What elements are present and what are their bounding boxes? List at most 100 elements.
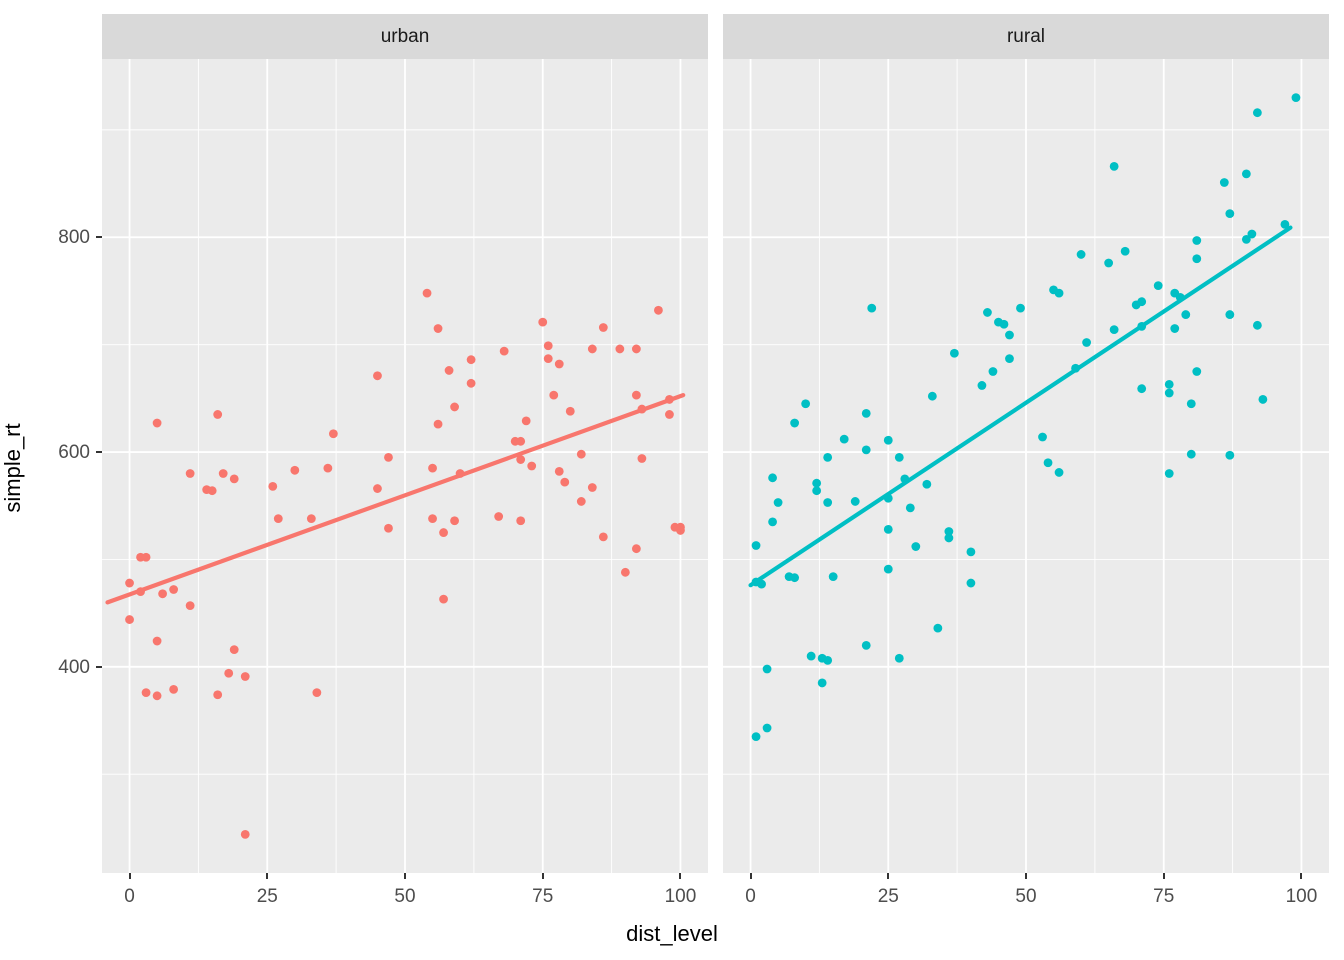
- data-point: [905, 503, 915, 513]
- y-tick-label: 800: [58, 227, 90, 249]
- data-point: [1120, 246, 1130, 256]
- data-point: [922, 479, 932, 489]
- x-tick-label: 0: [745, 886, 756, 907]
- data-point: [988, 367, 998, 376]
- data-point: [823, 498, 833, 507]
- data-point: [631, 390, 641, 400]
- panel-plot-urban: [102, 59, 708, 873]
- data-point: [1038, 432, 1047, 442]
- data-point: [790, 418, 800, 428]
- data-point: [1109, 325, 1119, 335]
- data-point: [169, 585, 179, 594]
- facet-rural: rural: [723, 14, 1329, 873]
- data-point: [323, 463, 333, 473]
- x-tick-label: 50: [1015, 886, 1037, 907]
- x-tick-mark: [266, 873, 269, 879]
- data-point: [823, 453, 833, 462]
- data-point: [1181, 310, 1191, 319]
- x-tick-label: 0: [124, 886, 135, 907]
- data-point: [817, 678, 827, 688]
- data-point: [422, 288, 432, 298]
- data-point: [384, 453, 393, 462]
- data-point: [384, 523, 393, 533]
- data-point: [1104, 258, 1114, 268]
- facet-strip-urban: urban: [102, 14, 708, 59]
- data-point: [1192, 254, 1202, 264]
- data-point: [240, 829, 250, 839]
- data-point: [1164, 469, 1174, 478]
- x-tick-mark: [1300, 873, 1303, 879]
- data-point: [240, 672, 250, 681]
- data-point: [751, 732, 761, 742]
- data-point: [1280, 219, 1290, 229]
- data-point: [213, 690, 223, 700]
- y-tick-mark: [96, 665, 102, 668]
- data-point: [576, 497, 586, 506]
- x-axis-title: dist_level: [626, 921, 718, 946]
- data-point: [861, 445, 871, 455]
- facet-strip-label: rural: [1006, 25, 1045, 47]
- data-point: [1164, 379, 1174, 389]
- trend-line: [748, 225, 1293, 588]
- data-point: [439, 594, 448, 604]
- y-tick-label: 600: [58, 442, 90, 464]
- data-point: [185, 601, 195, 611]
- data-point: [1153, 281, 1163, 290]
- x-tick-mark: [1025, 873, 1027, 879]
- trend-line: [105, 393, 686, 605]
- data-point: [224, 668, 234, 678]
- data-point: [1291, 93, 1301, 103]
- x-tick-mark: [749, 873, 752, 879]
- facet-urban: urban: [102, 14, 708, 873]
- data-point: [373, 484, 382, 493]
- data-point: [1241, 169, 1251, 179]
- data-point: [1054, 468, 1064, 477]
- data-point: [751, 541, 761, 550]
- data-point: [762, 664, 772, 674]
- data-point: [554, 466, 564, 476]
- data-point: [1258, 395, 1268, 404]
- data-point: [1186, 399, 1196, 409]
- x-tick-label: 100: [1285, 886, 1318, 907]
- data-point: [516, 455, 526, 464]
- y-tick-mark: [96, 236, 102, 239]
- data-point: [1054, 288, 1064, 298]
- panel-plot-rural: [723, 59, 1329, 873]
- data-point: [576, 449, 586, 459]
- data-point: [1192, 236, 1202, 245]
- data-point: [620, 567, 630, 577]
- data-point: [839, 434, 849, 444]
- x-tick-label: 50: [394, 886, 416, 907]
- data-point: [966, 578, 976, 588]
- data-point: [1225, 209, 1235, 219]
- data-point: [229, 645, 239, 655]
- data-point: [207, 486, 217, 496]
- data-point: [801, 399, 811, 409]
- data-point: [1219, 178, 1229, 187]
- data-point: [883, 524, 893, 534]
- data-point: [158, 589, 167, 599]
- data-point: [312, 688, 322, 697]
- data-point: [1186, 449, 1196, 459]
- data-point: [631, 344, 641, 354]
- data-point: [141, 688, 151, 697]
- data-point: [152, 418, 162, 428]
- x-tick-label: 100: [664, 886, 697, 907]
- data-point: [527, 461, 537, 471]
- data-point: [637, 454, 647, 463]
- data-point: [911, 542, 921, 551]
- data-point: [273, 514, 283, 524]
- x-tick-label: 25: [256, 886, 278, 907]
- data-point: [587, 483, 597, 492]
- data-point: [631, 544, 641, 554]
- data-point: [1164, 388, 1174, 398]
- data-point: [1016, 303, 1025, 313]
- data-point: [812, 478, 822, 488]
- data-point: [1252, 320, 1262, 330]
- data-point: [966, 547, 976, 557]
- y-tick-label: 400: [58, 656, 90, 678]
- data-point: [665, 410, 674, 419]
- data-point: [1005, 330, 1014, 340]
- data-point: [268, 482, 278, 491]
